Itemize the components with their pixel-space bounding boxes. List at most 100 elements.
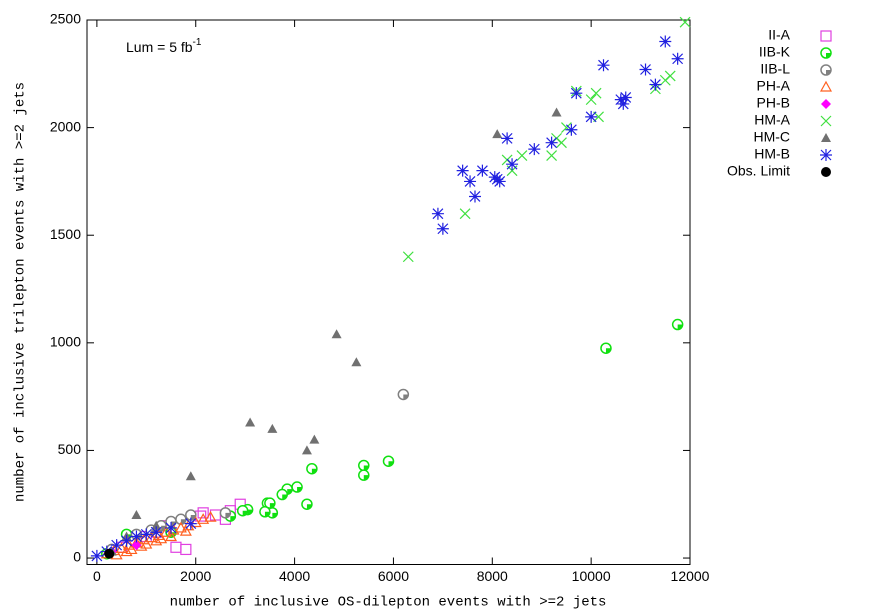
point	[456, 164, 469, 177]
point	[264, 497, 276, 509]
point	[619, 91, 632, 104]
point	[170, 541, 182, 553]
point	[659, 35, 672, 48]
point	[528, 143, 541, 156]
point-fill	[605, 348, 611, 354]
point	[551, 107, 562, 117]
point	[174, 521, 187, 533]
point	[276, 488, 288, 501]
point	[197, 507, 209, 519]
point-fill	[180, 519, 186, 525]
point-fill	[225, 512, 231, 518]
point	[671, 318, 684, 331]
legend-marker	[820, 30, 832, 42]
point	[459, 208, 471, 220]
y-tick-label: 500	[58, 441, 82, 457]
point	[639, 63, 652, 76]
legend-label: PH-B	[757, 95, 790, 111]
point	[570, 87, 583, 100]
x-tick-label: 2000	[180, 568, 211, 584]
point	[585, 110, 598, 123]
point	[679, 16, 691, 28]
point	[301, 498, 313, 510]
point-fill	[272, 512, 278, 518]
point	[219, 507, 232, 519]
legend-label: HM-B	[754, 146, 790, 162]
point	[160, 525, 173, 537]
point-fill	[282, 494, 288, 500]
plot-frame	[86, 19, 691, 565]
point-fill	[403, 394, 409, 400]
point-fill	[269, 503, 275, 509]
legend-label: HM-C	[753, 129, 790, 145]
point-fill	[677, 324, 683, 330]
point	[197, 513, 210, 524]
point	[131, 510, 142, 519]
point	[597, 59, 610, 72]
legend-marker	[821, 167, 831, 177]
legend-marker	[820, 115, 832, 127]
legend-marker	[820, 149, 832, 161]
point	[464, 175, 477, 188]
x-tick-label: 10000	[572, 568, 611, 584]
y-tick-label: 0	[73, 549, 81, 565]
point	[397, 388, 410, 401]
point	[664, 70, 676, 82]
point	[565, 123, 578, 136]
point	[120, 534, 133, 547]
x-tick-label: 8000	[477, 568, 508, 584]
point	[590, 87, 602, 99]
point	[150, 526, 163, 539]
point	[436, 222, 449, 235]
point	[506, 158, 519, 171]
point	[90, 549, 103, 562]
point-fill	[311, 468, 317, 474]
point-fill	[826, 70, 831, 75]
point-fill	[242, 510, 248, 516]
point	[351, 357, 362, 367]
point	[468, 190, 481, 203]
point	[236, 504, 249, 517]
annotation-text: Lum = 5 fb	[126, 39, 193, 55]
point	[104, 548, 115, 559]
point-fill	[306, 504, 312, 510]
point	[131, 540, 142, 551]
point	[546, 150, 558, 162]
point	[671, 52, 684, 65]
legend-label: PH-A	[757, 78, 791, 94]
point	[140, 537, 153, 549]
point-fill	[297, 487, 303, 493]
point	[301, 445, 312, 455]
point	[291, 481, 303, 493]
point-fill	[388, 461, 394, 467]
point	[501, 132, 514, 145]
point	[120, 545, 133, 557]
point	[516, 150, 528, 162]
x-tick-label: 0	[93, 568, 101, 584]
point	[125, 543, 138, 555]
point	[492, 129, 503, 139]
point-fill	[190, 515, 196, 520]
point-fill	[247, 509, 253, 515]
point	[545, 136, 558, 149]
point-fill	[826, 53, 831, 58]
legend-marker	[819, 80, 833, 92]
point	[331, 329, 342, 339]
legend-label: IIB-L	[760, 61, 790, 77]
legend-label: HM-A	[754, 112, 790, 128]
point	[600, 342, 612, 354]
point	[204, 510, 217, 522]
point-fill	[363, 475, 369, 481]
point	[150, 534, 163, 546]
point	[165, 530, 178, 542]
x-axis-label: number of inclusive OS-dilepton events w…	[170, 595, 607, 610]
point	[184, 517, 197, 530]
point	[185, 471, 196, 481]
y-tick-label: 2000	[50, 118, 81, 134]
point	[165, 521, 178, 534]
point-fill	[264, 511, 270, 517]
point	[358, 469, 370, 481]
point	[267, 423, 278, 433]
y-tick-label: 1500	[50, 226, 81, 242]
